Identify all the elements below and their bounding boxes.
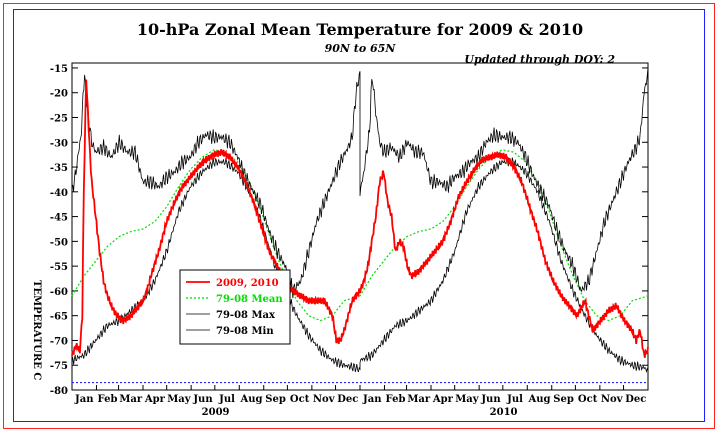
x-tick-label: Feb <box>386 394 406 405</box>
x-tick-label: Aug <box>239 394 262 405</box>
x-tick-label: Jun <box>480 394 501 405</box>
legend-label-mean: 79-08 Mean <box>216 294 283 305</box>
year-label: 2009 <box>202 407 230 418</box>
x-tick-label: Aug <box>527 394 550 405</box>
x-tick-label: Jan <box>74 394 94 405</box>
x-tick-label: Oct <box>290 394 310 405</box>
series-max-line <box>71 67 649 299</box>
y-tick-label: -15 <box>50 64 68 75</box>
y-tick-label: -80 <box>50 386 68 397</box>
x-tick-label: Apr <box>432 394 454 405</box>
y-tick-label: -65 <box>50 312 68 323</box>
x-tick-label: Jan <box>362 394 382 405</box>
y-tick-label: -55 <box>50 262 68 273</box>
y-tick-label: -50 <box>50 237 68 248</box>
y-tick-label: -25 <box>50 114 68 125</box>
y-tick-label: -60 <box>50 287 68 298</box>
x-tick-label: Oct <box>578 394 598 405</box>
y-tick-label: -20 <box>50 89 68 100</box>
legend-label-min: 79-08 Min <box>216 326 274 337</box>
series-mean-line <box>71 149 649 322</box>
x-tick-label: Sep <box>553 394 574 405</box>
y-tick-label: -70 <box>50 336 68 347</box>
x-tick-label: May <box>167 394 192 405</box>
y-axis-label: TEMPERATURE C <box>31 280 42 380</box>
update-note: Updated through DOY: 2 <box>464 53 615 66</box>
y-tick-label: -75 <box>50 361 68 372</box>
x-tick-label: Apr <box>144 394 166 405</box>
legend-label-obs: 2009, 2010 <box>216 278 279 289</box>
year-label: 2010 <box>490 407 518 418</box>
x-tick-label: Dec <box>625 394 646 405</box>
outer-frame <box>3 3 715 429</box>
series-observed-line <box>71 79 649 358</box>
inner-frame <box>13 9 705 422</box>
x-tick-label: Jul <box>218 394 235 405</box>
x-tick-label: Dec <box>337 394 358 405</box>
chart-subtitle: 90N to 65N <box>325 42 397 55</box>
plot-area: -15 -20 -25 -30 -35 -40 -45 -50 -55 -60 -65 -70 -75 -… <box>50 62 649 418</box>
y-tick-label: -45 <box>50 213 68 224</box>
x-tick-label: Jun <box>192 394 213 405</box>
x-tick-label: Nov <box>313 394 336 405</box>
x-tick-label: Mar <box>119 394 143 405</box>
y-tick-label: -35 <box>50 163 68 174</box>
x-tick-label: Sep <box>265 394 286 405</box>
x-tick-label: May <box>455 394 480 405</box>
x-tick-label: Nov <box>601 394 624 405</box>
series-min-line <box>71 157 649 373</box>
x-tick-label: Jul <box>506 394 523 405</box>
y-tick-label: -30 <box>50 138 68 149</box>
legend-label-max: 79-08 Max <box>216 310 276 321</box>
y-tick-label: -40 <box>50 188 68 199</box>
x-tick-label: Feb <box>98 394 118 405</box>
x-tick-label: Mar <box>407 394 431 405</box>
chart-title: 10-hPa Zonal Mean Temperature for 2009 &… <box>137 20 583 39</box>
